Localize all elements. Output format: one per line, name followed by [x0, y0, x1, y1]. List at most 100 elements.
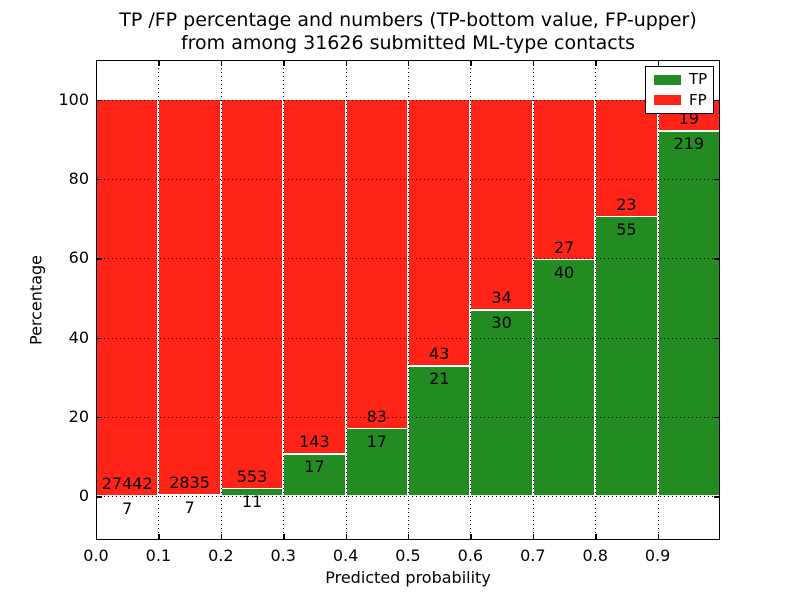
horizontal-gridline	[96, 417, 720, 419]
vertical-gridline	[595, 60, 597, 540]
bar-segment-tp	[657, 131, 720, 497]
x-tick-label: 0.6	[457, 546, 484, 565]
x-tick-bottom	[220, 534, 223, 540]
bar-segment-fp	[283, 99, 346, 455]
y-axis-label: Percentage	[26, 254, 46, 346]
tp-count-label: 11	[241, 491, 263, 511]
horizontal-gridline	[96, 179, 720, 180]
bar-edge	[345, 427, 408, 430]
fp-count-label: 83	[366, 406, 387, 426]
y-tick-label: 100	[58, 89, 89, 109]
tp-count-label: 7	[184, 498, 195, 518]
bar-edge	[657, 130, 720, 132]
x-tick-top	[595, 60, 597, 66]
y-tick-label: 80	[68, 169, 89, 188]
chart-title: TP /FP percentage and numbers (TP-bottom…	[96, 9, 720, 55]
legend-item-fp: FP	[654, 92, 713, 108]
tp-count-label: 21	[429, 369, 450, 389]
x-tick-label: 0.7	[520, 546, 546, 565]
horizontal-gridline	[96, 337, 720, 339]
y-tick-label: 60	[68, 248, 89, 268]
fp-count-label: 27	[553, 237, 575, 257]
x-tick-label: 0.0	[83, 546, 109, 565]
x-tick-top	[345, 60, 347, 66]
legend-label-tp: TP	[689, 70, 708, 89]
tp-count-label: 40	[553, 262, 575, 282]
plot-area: 27442 7 2835 7 553 11 143 17 83 17 43 21 34 30 27 40 23 5…	[96, 60, 720, 540]
x-tick-top	[158, 60, 160, 66]
y-tick-label: 0	[78, 486, 89, 506]
fp-count-label: 23	[616, 194, 637, 214]
vertical-gridline	[657, 60, 659, 540]
bar-segment-fp	[158, 99, 221, 496]
x-tick-top	[657, 60, 659, 66]
tp-count-label: 7	[122, 499, 133, 519]
x-tick-bottom	[158, 534, 160, 540]
y-tick-label: 20	[68, 407, 89, 427]
chart-title-line2: from among 31626 submitted ML-type conta…	[180, 32, 636, 54]
y-tick-left	[96, 179, 102, 181]
vertical-gridline	[345, 60, 347, 540]
y-tick-left	[96, 258, 102, 260]
fp-count-label: 34	[491, 288, 512, 308]
x-tick-label: 0.8	[582, 546, 608, 565]
bar-edge	[408, 365, 471, 367]
x-tick-top	[532, 60, 535, 66]
vertical-gridline	[408, 60, 409, 540]
horizontal-gridline	[96, 99, 720, 101]
bar-edge	[470, 309, 533, 311]
y-tick-label: 40	[68, 327, 89, 347]
fp-count-label: 143	[299, 432, 330, 452]
y-tick-left	[96, 337, 102, 340]
tp-count-label: 55	[616, 219, 637, 239]
x-tick-label: 0.3	[270, 546, 296, 565]
bar-segment-fp	[408, 99, 471, 367]
bar-segment-fp	[345, 99, 408, 429]
bar-segment-tp	[470, 310, 533, 497]
x-tick-top	[470, 60, 472, 66]
x-tick-top	[220, 60, 223, 66]
fp-count-label: 43	[429, 344, 450, 364]
fp-count-label: 27442	[101, 474, 153, 494]
vertical-gridline	[220, 60, 222, 540]
tp-count-label: 219	[673, 134, 705, 154]
tp-count-label: 17	[366, 431, 387, 451]
y-tick-right	[714, 99, 720, 102]
y-tick-right	[714, 496, 720, 498]
x-tick-label: 0.9	[644, 546, 671, 565]
vertical-gridline	[158, 60, 160, 540]
bar-segment-fp	[470, 99, 533, 311]
tp-color-swatch	[654, 74, 681, 85]
x-tick-label: 0.4	[332, 546, 359, 565]
bar-edge	[283, 453, 346, 455]
tp-count-label: 17	[304, 457, 325, 477]
fp-count-label: 553	[236, 466, 268, 486]
x-tick-bottom	[96, 534, 98, 540]
horizontal-gridline	[96, 496, 720, 498]
legend: TP FP	[645, 66, 714, 114]
y-tick-left	[96, 417, 102, 419]
x-tick-top	[283, 60, 285, 66]
chart-title-line1: TP /FP percentage and numbers (TP-bottom…	[119, 9, 697, 31]
x-tick-top	[96, 60, 98, 66]
horizontal-gridline	[96, 258, 720, 260]
bar-edge	[595, 215, 658, 218]
bar-segment-fp	[96, 99, 159, 497]
bar-segment-tp	[283, 454, 346, 497]
x-tick-bottom	[470, 534, 472, 540]
fp-count-label: 19	[678, 109, 699, 129]
x-tick-bottom	[408, 534, 410, 540]
y-tick-right	[714, 258, 720, 260]
x-tick-label: 0.1	[145, 546, 172, 565]
y-tick-right	[714, 337, 720, 340]
x-tick-top	[408, 60, 410, 66]
x-tick-label: 0.2	[208, 546, 234, 565]
x-tick-bottom	[657, 534, 659, 540]
bar-segment-fp	[220, 99, 284, 489]
y-tick-left	[96, 496, 102, 498]
x-tick-bottom	[595, 534, 597, 540]
fp-color-swatch	[654, 95, 681, 106]
vertical-gridline	[532, 60, 534, 540]
vertical-gridline	[283, 60, 285, 540]
